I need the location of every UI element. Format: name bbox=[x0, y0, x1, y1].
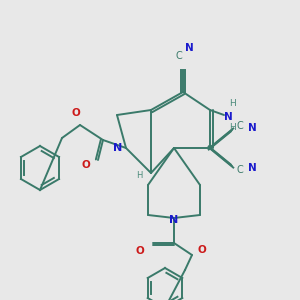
Text: N: N bbox=[248, 163, 256, 173]
Text: C: C bbox=[176, 51, 182, 61]
Text: H: H bbox=[229, 98, 236, 107]
Text: O: O bbox=[136, 246, 144, 256]
Text: N: N bbox=[113, 143, 123, 153]
Text: O: O bbox=[198, 245, 206, 255]
Text: C: C bbox=[237, 165, 243, 175]
Text: N: N bbox=[169, 215, 178, 225]
Text: N: N bbox=[184, 43, 194, 53]
Text: O: O bbox=[82, 160, 90, 170]
Text: O: O bbox=[72, 108, 80, 118]
Text: N: N bbox=[248, 123, 256, 133]
Text: C: C bbox=[237, 121, 243, 131]
Text: H: H bbox=[136, 170, 142, 179]
Text: H: H bbox=[229, 124, 236, 133]
Text: N: N bbox=[224, 112, 232, 122]
